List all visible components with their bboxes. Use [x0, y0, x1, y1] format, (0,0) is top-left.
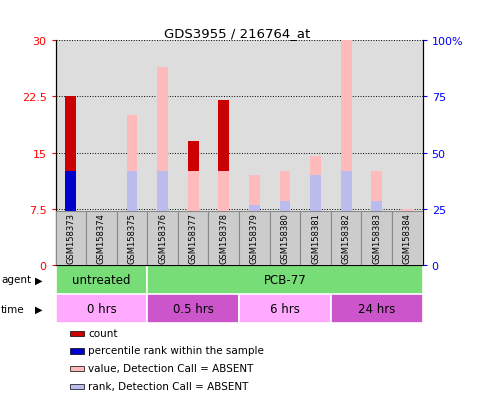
Bar [70, 331, 85, 336]
Text: agent: agent [1, 275, 31, 285]
Bar [280, 172, 290, 265]
Bar [56, 294, 147, 324]
Bar [66, 97, 76, 265]
Text: GSM158378: GSM158378 [219, 213, 228, 263]
Text: rank, Detection Call = ABSENT: rank, Detection Call = ABSENT [88, 381, 249, 391]
Bar [127, 172, 137, 265]
Bar [371, 172, 382, 265]
Text: value, Detection Call = ABSENT: value, Detection Call = ABSENT [88, 363, 254, 373]
Text: 0 hrs: 0 hrs [86, 303, 116, 316]
Bar [218, 101, 229, 265]
Text: ▶: ▶ [35, 304, 43, 314]
Bar [361, 211, 392, 265]
Bar [402, 209, 412, 265]
Bar [157, 172, 168, 265]
Text: percentile rank within the sample: percentile rank within the sample [88, 346, 264, 356]
Text: time: time [1, 304, 25, 314]
Bar [56, 265, 147, 294]
Bar [300, 211, 331, 265]
Bar [188, 142, 199, 265]
Bar [249, 176, 260, 265]
Text: GSM158374: GSM158374 [97, 213, 106, 263]
Text: 24 hrs: 24 hrs [358, 303, 396, 316]
Text: GSM158380: GSM158380 [281, 213, 289, 263]
Bar [66, 172, 76, 265]
Text: 0.5 hrs: 0.5 hrs [173, 303, 213, 316]
Text: GSM158383: GSM158383 [372, 213, 381, 263]
Bar [331, 211, 361, 265]
Bar [218, 172, 229, 265]
Bar [147, 294, 239, 324]
Text: GSM158379: GSM158379 [250, 213, 259, 263]
Bar [218, 172, 229, 265]
Bar [127, 116, 137, 265]
Bar [188, 172, 199, 265]
Text: GSM158381: GSM158381 [311, 213, 320, 263]
Bar [310, 176, 321, 265]
Bar [117, 211, 147, 265]
Bar [249, 205, 260, 265]
Bar [341, 41, 352, 265]
Text: GDS3955 / 216764_at: GDS3955 / 216764_at [164, 27, 310, 40]
Text: GSM158375: GSM158375 [128, 213, 137, 263]
Text: GSM158373: GSM158373 [66, 213, 75, 263]
Bar [86, 211, 117, 265]
Bar [209, 211, 239, 265]
Bar [157, 67, 168, 265]
Bar [270, 211, 300, 265]
Text: GSM158377: GSM158377 [189, 213, 198, 263]
Bar [188, 176, 199, 265]
Bar [70, 349, 85, 354]
Text: untreated: untreated [72, 273, 131, 286]
Text: GSM158382: GSM158382 [341, 213, 351, 263]
Text: PCB-77: PCB-77 [264, 273, 306, 286]
Bar [341, 172, 352, 265]
Bar [239, 211, 270, 265]
Bar [310, 157, 321, 265]
Text: 6 hrs: 6 hrs [270, 303, 300, 316]
Bar [70, 384, 85, 389]
Bar [371, 202, 382, 265]
Text: ▶: ▶ [35, 275, 43, 285]
Text: GSM158384: GSM158384 [403, 213, 412, 263]
Bar [178, 211, 209, 265]
Bar [280, 202, 290, 265]
Text: count: count [88, 328, 118, 338]
Bar [96, 216, 107, 265]
Bar [70, 366, 85, 372]
Bar [331, 294, 423, 324]
Bar [147, 211, 178, 265]
Bar [147, 265, 423, 294]
Bar [56, 211, 86, 265]
Bar [239, 294, 331, 324]
Text: GSM158376: GSM158376 [158, 213, 167, 263]
Bar [392, 211, 423, 265]
